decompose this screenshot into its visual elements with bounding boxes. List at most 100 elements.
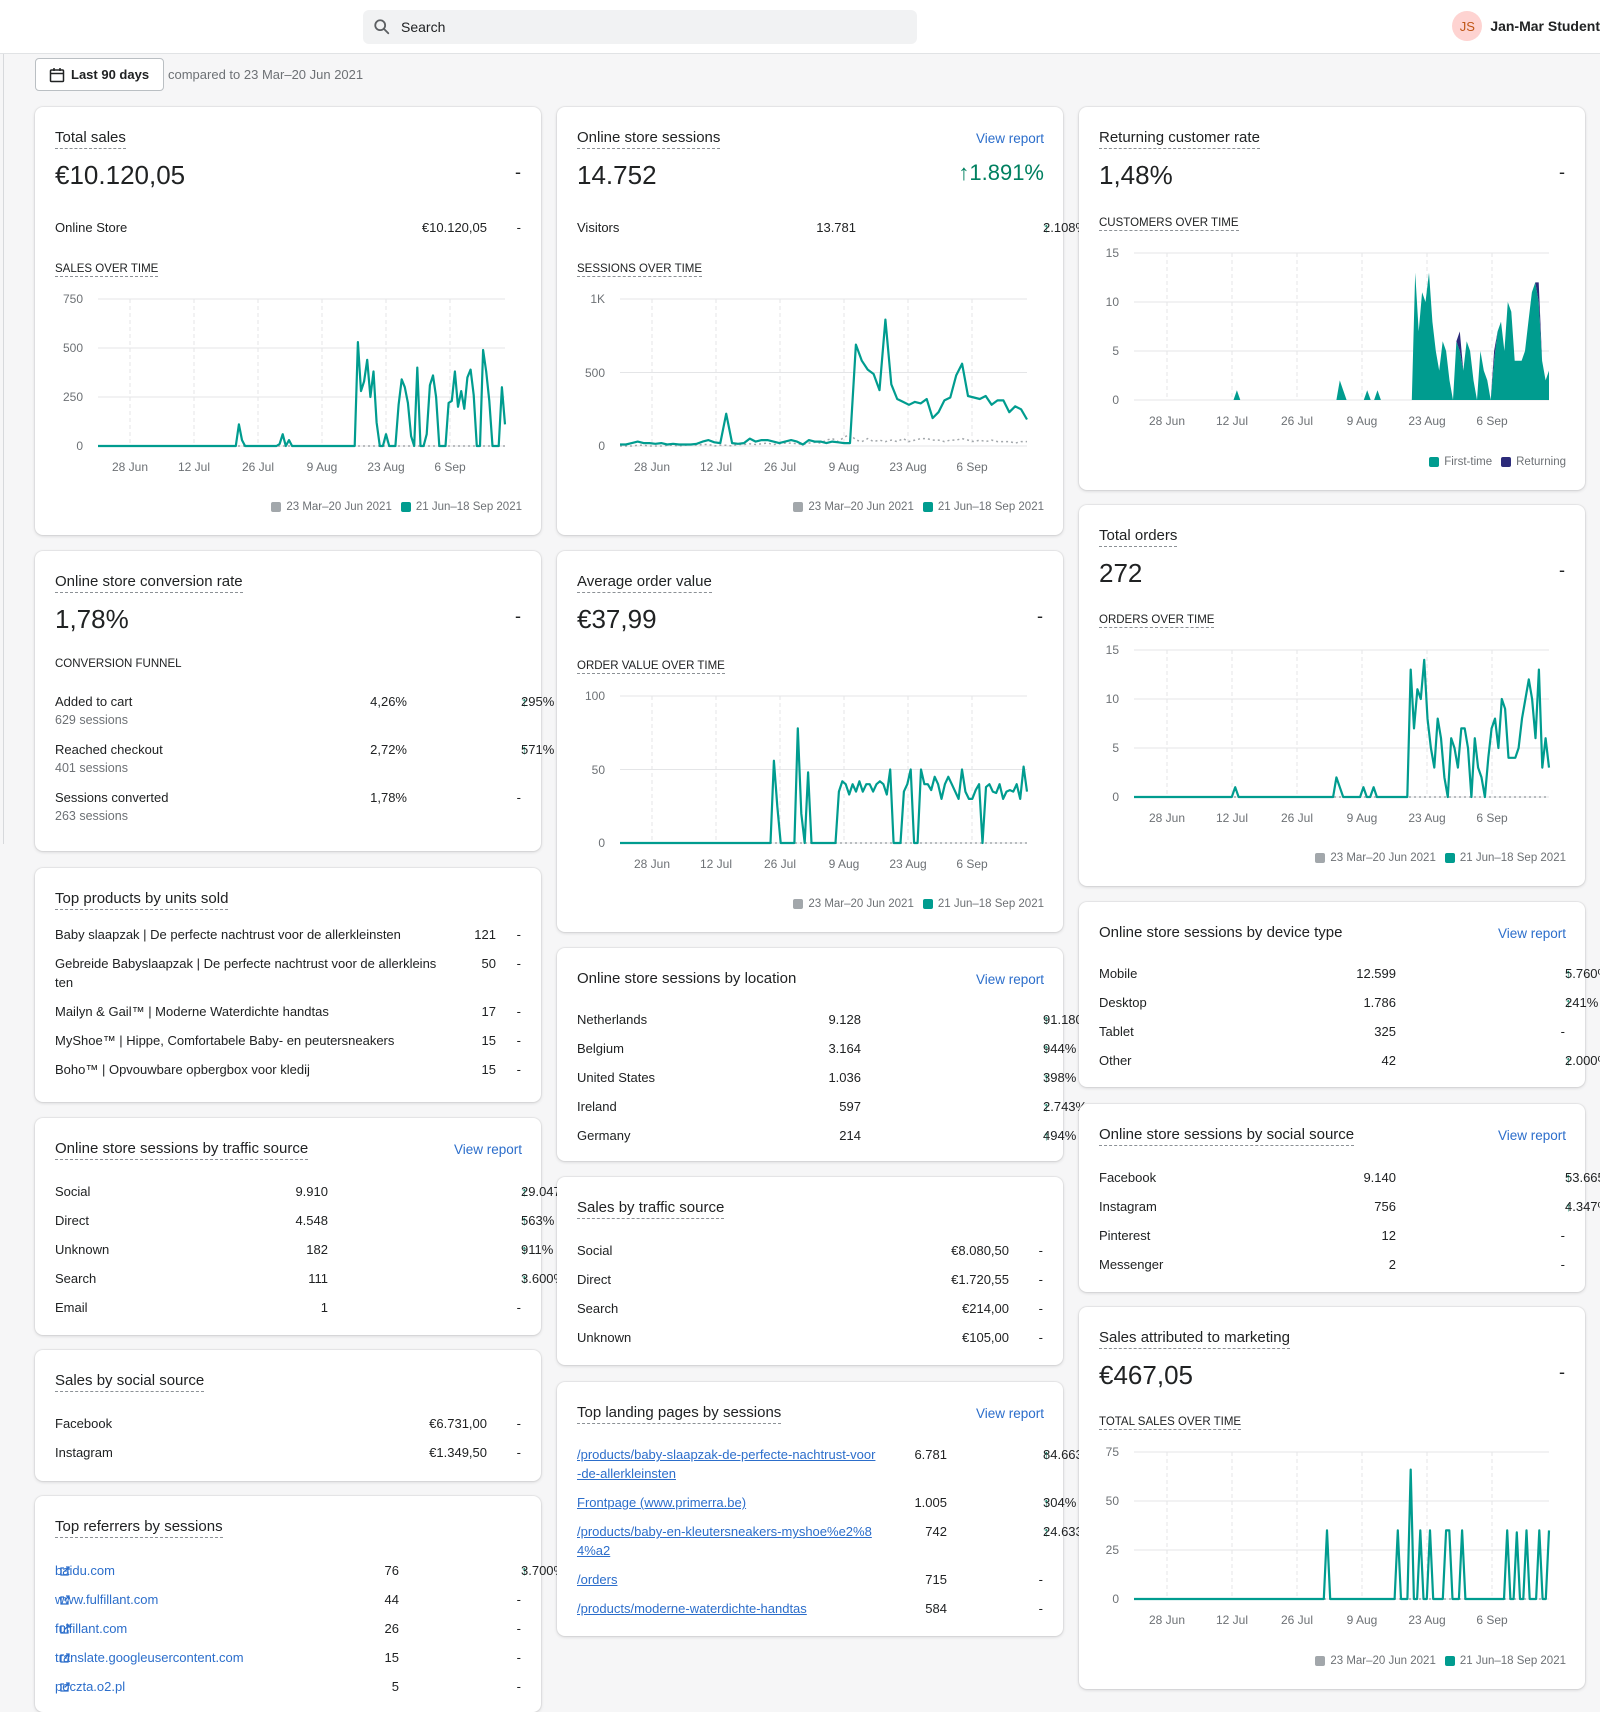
legend-cur: 21 Jun–18 Sep 2021 [415, 501, 522, 513]
x-tick: 26 Jul [1281, 1613, 1313, 1627]
product-row: MyShoe™ | Hippe, Comfortabele Baby- en p… [55, 1033, 521, 1053]
card-title[interactable]: Average order value [577, 573, 712, 593]
card-title[interactable]: Sales by social source [55, 1372, 205, 1392]
traffic-row: Search 111 ↑ 3.600% [55, 1271, 566, 1286]
y-tick: 100 [585, 689, 605, 703]
y-axis: 15 10 5 0 [1106, 643, 1120, 804]
view-report-link[interactable]: View report [975, 1406, 1044, 1421]
card-title[interactable]: Online store sessions by social source [1099, 1126, 1355, 1146]
y-tick: 50 [1106, 1494, 1120, 1508]
card-title[interactable]: Online store sessions by location [577, 970, 797, 987]
x-tick: 6 Sep [434, 460, 466, 474]
y-tick: 15 [1106, 643, 1120, 657]
card-title[interactable]: Top products by units sold [55, 890, 229, 910]
referrer-link[interactable]: baidu.com [55, 1563, 115, 1578]
y-tick: 5 [1112, 344, 1119, 358]
landing-row: /orders 715 - [577, 1572, 1043, 1592]
sales-traffic-row: Search €214,00 - [577, 1301, 1043, 1321]
top-bar: Search JS Jan-Mar Student [0, 0, 1600, 54]
y-tick: 500 [585, 366, 605, 380]
row-value: 1.005 [914, 1495, 947, 1510]
x-axis: 28 Jun 12 Jul 26 Jul 9 Aug 23 Aug 6 Sep [634, 460, 988, 474]
x-tick: 6 Sep [956, 460, 988, 474]
card-title[interactable]: Returning customer rate [1099, 129, 1260, 149]
social-sales-row: Instagram €1.349,50 - [55, 1445, 521, 1465]
sales-traffic-row: Direct €1.720,55 - [577, 1272, 1043, 1292]
referrer-link[interactable]: translate.googleusercontent.com [55, 1650, 244, 1665]
row-value: 756 [1374, 1199, 1396, 1214]
landing-link[interactable]: Frontpage (www.primerra.be) [577, 1495, 747, 1510]
card-title[interactable]: Online store sessions [577, 129, 721, 149]
row-label: Other [1099, 1053, 1132, 1068]
row-label: United States [577, 1070, 656, 1085]
view-report-link[interactable]: View report [1497, 926, 1566, 941]
card-title[interactable]: Sales by traffic source [577, 1199, 725, 1219]
product-name: MyShoe™ | Hippe, Comfortabele Baby- en p… [55, 1033, 395, 1048]
legend-first: First-time [1444, 456, 1493, 468]
card-title[interactable]: Total orders [1099, 527, 1178, 547]
total-sales-value: €10.120,05 [55, 160, 186, 190]
row-value: 214 [839, 1128, 861, 1143]
referrer-row: poczta.o2.pl 5 - [55, 1679, 521, 1699]
landing-link[interactable]: /products/baby-en-kleutersneakers-myshoe… [577, 1524, 872, 1539]
view-report-link[interactable]: View report [1497, 1128, 1566, 1143]
card-title[interactable]: Online store conversion rate [55, 573, 243, 593]
x-tick: 26 Jul [1281, 414, 1313, 428]
product-row: Boho™ | Opvouwbare opbergbox voor kledij… [55, 1062, 521, 1082]
sales-social-card: Sales by social source Facebook €6.731,0… [35, 1350, 541, 1481]
x-tick: 23 Aug [1408, 1613, 1445, 1627]
location-row: Belgium 3.164 ↑ 944% [577, 1041, 1077, 1056]
landing-link-cont[interactable]: 4%a2 [577, 1543, 611, 1558]
view-report-link[interactable]: View report [975, 131, 1044, 146]
y-tick: 0 [598, 836, 605, 850]
y-tick: 10 [1106, 692, 1120, 706]
location-row: Netherlands 9.128 ↑ 91.180% [577, 1012, 1095, 1027]
card-title[interactable]: Online store sessions by traffic source [55, 1140, 309, 1160]
referrer-link[interactable]: www.fulfillant.com [55, 1592, 159, 1607]
referrer-link[interactable]: fulfillant.com [55, 1621, 128, 1636]
y-tick: 75 [1106, 1445, 1120, 1459]
landing-link[interactable]: /products/baby-slaapzak-de-perfecte-nach… [577, 1447, 876, 1462]
external-link-icon [60, 1682, 70, 1692]
row-label: Unknown [577, 1330, 632, 1345]
row-change: - [1560, 1228, 1565, 1243]
chart-subtitle: SESSIONS OVER TIME [577, 263, 703, 277]
card-title[interactable]: Top referrers by sessions [55, 1518, 223, 1538]
search-bar[interactable]: Search [363, 10, 917, 44]
legend-swatch-returning [1501, 457, 1512, 467]
date-range-button[interactable]: Last 90 days [35, 58, 165, 91]
y-tick: 1K [590, 292, 605, 306]
row-change: - [1038, 1330, 1043, 1345]
row-label: Belgium [577, 1041, 624, 1056]
row-value: €214,00 [962, 1301, 1009, 1316]
returning-value: 1,48% [1099, 160, 1173, 190]
returning-change: - [1559, 162, 1565, 182]
device-type-card: Online store sessions by device type Vie… [1079, 902, 1600, 1087]
traffic-row: Unknown 182 ↑ 911% [55, 1242, 554, 1257]
row-value: 9.140 [1363, 1170, 1396, 1185]
product-name: Mailyn & Gail™ | Moderne Waterdichte han… [55, 1004, 329, 1019]
row-label: Social [577, 1243, 613, 1258]
view-report-link[interactable]: View report [975, 972, 1044, 987]
view-report-link[interactable]: View report [453, 1142, 522, 1157]
chart-legend: 23 Mar–20 Jun 2021 21 Jun–18 Sep 2021 [793, 898, 1044, 910]
x-tick: 23 Aug [889, 857, 926, 871]
y-tick: 25 [1106, 1543, 1120, 1557]
chart-legend: 23 Mar–20 Jun 2021 21 Jun–18 Sep 2021 [271, 501, 522, 513]
sessions-over-time-chart: 1K 500 0 28 Jun 12 Jul 26 Jul 9 Aug 23 A… [585, 292, 1028, 474]
row-label: Desktop [1099, 995, 1147, 1010]
referrer-link[interactable]: poczta.o2.pl [55, 1679, 126, 1694]
x-tick: 12 Jul [700, 857, 732, 871]
landing-link[interactable]: /orders [577, 1572, 618, 1587]
card-title[interactable]: Total sales [55, 129, 126, 149]
card-title[interactable]: Online store sessions by device type [1099, 924, 1343, 941]
sales-over-time-chart: 750 500 250 0 28 Jun 12 Jul 26 Jul 9 Aug… [63, 292, 507, 474]
user-menu[interactable]: JS Jan-Mar Student [1452, 11, 1600, 41]
product-row: Mailyn & Gail™ | Moderne Waterdichte han… [55, 1004, 521, 1024]
row-value: 1.786 [1363, 995, 1396, 1010]
landing-link[interactable]: /products/moderne-waterdichte-handtas [577, 1601, 807, 1616]
card-title[interactable]: Sales attributed to marketing [1099, 1329, 1290, 1349]
landing-link-cont[interactable]: -de-allerkleinsten [577, 1466, 676, 1481]
aov-card: Average order value €37,99 - ORDER VALUE… [557, 551, 1063, 932]
card-title[interactable]: Top landing pages by sessions [577, 1404, 782, 1424]
